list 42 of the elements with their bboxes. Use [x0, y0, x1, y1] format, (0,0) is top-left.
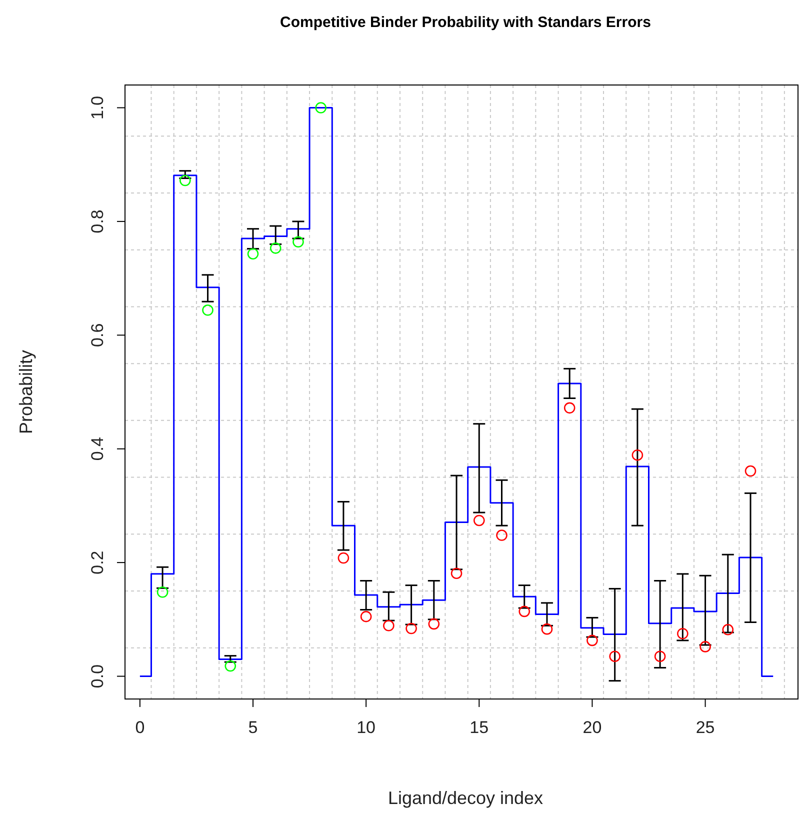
- point: [247, 248, 259, 260]
- x-tick-label: 5: [248, 718, 258, 737]
- point: [609, 650, 620, 662]
- point: [383, 620, 394, 632]
- y-tick-label: 0.2: [88, 550, 107, 574]
- x-axis-title: Ligand/decoy index: [388, 788, 544, 808]
- point: [360, 610, 372, 622]
- point: [224, 660, 236, 672]
- point: [518, 606, 530, 618]
- y-axis-title: Probability: [16, 350, 36, 434]
- y-tick-label: 0.0: [88, 664, 107, 688]
- point: [496, 530, 508, 541]
- chart-title: Competitive Binder Probability with Standars Errors: [280, 14, 651, 31]
- point: [722, 624, 734, 636]
- y-tick-label: 1.0: [88, 96, 107, 120]
- point: [292, 236, 304, 248]
- point: [180, 174, 191, 186]
- x-tick-label: 10: [356, 718, 376, 737]
- x-tick-label: 0: [135, 718, 145, 737]
- x-tick-label: 25: [696, 718, 715, 737]
- point: [450, 568, 462, 580]
- point: [677, 628, 688, 640]
- point: [202, 304, 214, 316]
- point: [700, 641, 711, 652]
- point: [338, 552, 350, 564]
- point: [156, 586, 168, 598]
- point: [586, 634, 598, 646]
- y-tick-label: 0.8: [88, 210, 107, 234]
- point: [744, 465, 756, 477]
- point: [473, 514, 485, 526]
- y-tick-label: 0.4: [88, 437, 107, 461]
- y-tick-label: 0.6: [88, 323, 107, 347]
- point: [406, 622, 417, 634]
- point: [428, 618, 440, 630]
- point: [564, 402, 576, 414]
- point: [315, 102, 326, 114]
- point: [632, 449, 644, 461]
- x-tick-label: 15: [470, 718, 489, 737]
- point: [541, 623, 553, 635]
- point: [654, 650, 666, 662]
- point: [270, 242, 282, 254]
- x-tick-label: 20: [582, 718, 602, 737]
